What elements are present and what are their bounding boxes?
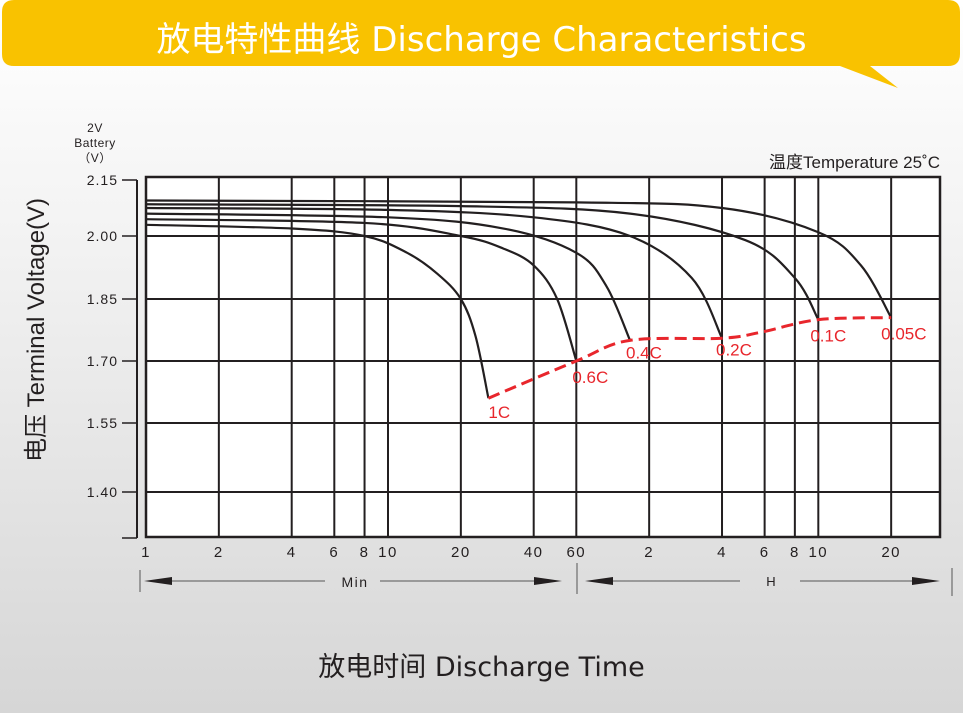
curve-0_4C: [145, 212, 632, 341]
arrow-left-icon: [144, 577, 172, 585]
series-label: 0.6C: [572, 368, 608, 387]
y-unit-label: Battery: [74, 136, 116, 150]
arrow-right-icon: [912, 577, 940, 585]
x-axis-title: 放电时间 Discharge Time: [318, 652, 645, 683]
curve-0_2C: [145, 206, 723, 339]
arrow-left-icon: [585, 577, 613, 585]
x-tick-label: 8: [790, 544, 800, 561]
y-unit-label: （V）: [78, 151, 112, 165]
plot-area: [144, 175, 942, 539]
y-unit-label: 2V: [87, 121, 103, 135]
series-label: 0.2C: [716, 340, 752, 359]
x-tick-label: 6: [329, 544, 339, 561]
x-tick-label: 10: [808, 544, 828, 561]
y-tick-label: 1.40: [87, 484, 118, 500]
unit-label-min: Min: [341, 574, 368, 590]
x-tick-label: 40: [524, 544, 544, 561]
x-tick-label: 4: [287, 544, 297, 561]
x-tick-label: 2: [214, 544, 224, 561]
y-axis-title: 电压 Terminal Voltage(V): [23, 198, 50, 462]
x-tick-label: 2: [644, 544, 654, 561]
series-label: 0.1C: [810, 327, 846, 346]
series-label: 0.4C: [626, 343, 662, 362]
curve-0_05C: [145, 199, 893, 319]
x-tick-label: 4: [717, 544, 727, 561]
series-label: 0.05C: [881, 325, 926, 344]
arrow-right-icon: [534, 577, 562, 585]
y-tick-label: 1.70: [87, 353, 118, 369]
x-tick-label: 20: [451, 544, 471, 561]
curve-1C: [145, 223, 490, 399]
chart-title: 放电特性曲线 Discharge Characteristics: [156, 20, 807, 60]
y-tick-label: 1.85: [87, 291, 118, 307]
y-tick-label: 2.00: [87, 228, 118, 244]
x-tick-label: 6: [760, 544, 770, 561]
curve-0_1C: [145, 203, 820, 321]
x-tick-label: 1: [141, 544, 151, 561]
unit-label-h: H: [766, 574, 775, 589]
x-tick-label: 20: [881, 544, 901, 561]
x-tick-label: 10: [378, 544, 398, 561]
y-tick-label: 2.15: [87, 172, 118, 188]
curve-0_6C: [145, 218, 578, 362]
series-label: 1C: [488, 403, 510, 422]
title-banner: [2, 0, 960, 88]
x-tick-label: 60: [566, 544, 586, 561]
temperature-annotation: 温度Temperature 25˚C: [769, 153, 940, 172]
y-tick-label: 1.55: [87, 415, 118, 431]
cutoff-line: [487, 316, 892, 400]
x-tick-label: 8: [360, 544, 370, 561]
